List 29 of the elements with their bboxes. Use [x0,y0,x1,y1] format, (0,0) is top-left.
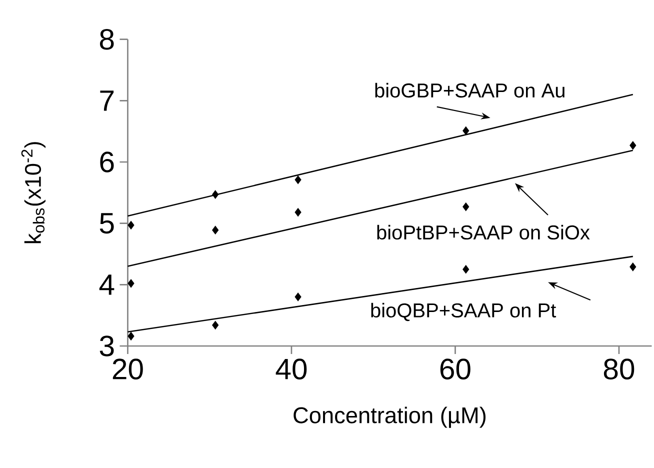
point [128,220,134,230]
y-tick-label: 4 [99,274,114,295]
x-tick-label: 40 [276,358,307,380]
point [212,226,219,234]
y-axis-title: k$_{obs}$(x10$^{-2}$) [21,142,46,244]
point [294,208,302,217]
point [630,262,636,272]
y-tick-label: 6 [100,152,114,172]
annotation: bioGBP+SAAP on Au [375,82,564,98]
point [462,126,470,135]
y-tick-label: 3 [100,336,114,356]
point [212,190,219,199]
point [462,265,470,274]
point [294,292,302,302]
point [294,176,302,184]
point [462,202,470,212]
x-tick-label: 20 [112,358,143,380]
y-tick-label: 7 [100,90,114,111]
point [630,141,636,150]
x-axis-title: Concentration (µM) [294,406,486,428]
y-tick-label: 8 [100,28,114,50]
point [128,332,134,340]
x-tick-label: 80 [604,358,634,380]
x-tick-label: 60 [440,358,470,380]
point [212,320,219,330]
point [128,279,134,288]
annotation: bioPtBP+SAAP on SiOx [377,224,590,240]
y-tick-label: 5 [100,213,114,234]
annotation: bioQBP+SAAP on Pt [371,302,556,322]
